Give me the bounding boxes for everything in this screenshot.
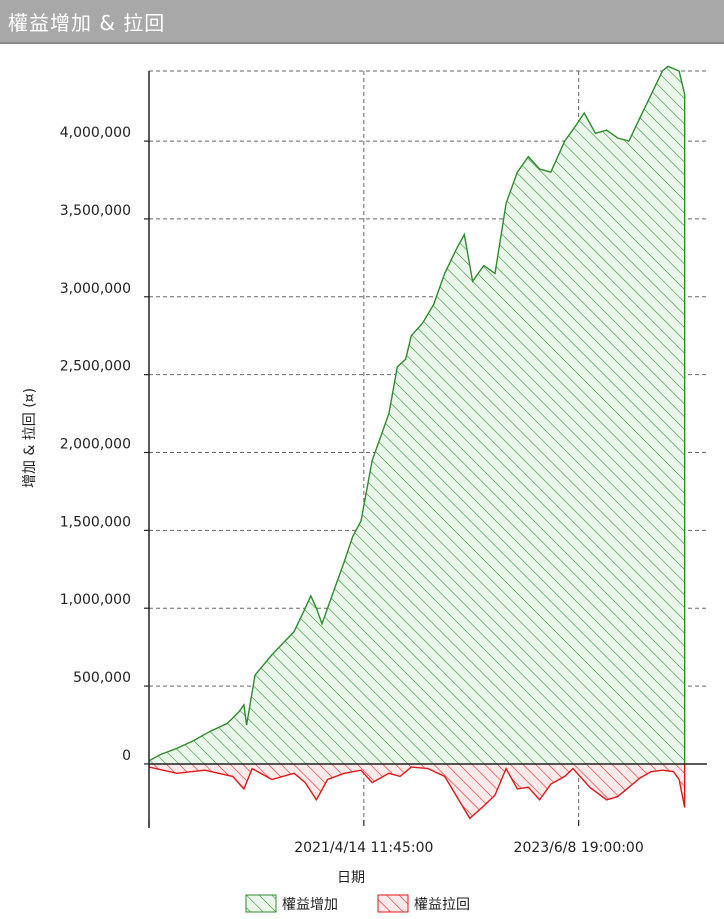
y-tick-label: 2,000,000 xyxy=(60,437,131,453)
legend-label-2: 權益拉回 xyxy=(414,897,470,913)
series-area-2 xyxy=(149,763,685,819)
title-bar: 權益增加 & 拉回 xyxy=(0,0,724,44)
y-tick-label: 1,500,000 xyxy=(60,514,131,530)
y-tick-label: 500,000 xyxy=(73,670,131,686)
legend-label-1: 權益增加 xyxy=(282,897,338,913)
y-tick-labels: 0 500,000 1,000,000 1,500,000 2,000,000 2,500… xyxy=(60,125,149,765)
y-axis-label: 增加 & 拉回 (¤) xyxy=(22,388,38,488)
series-layer xyxy=(148,65,686,820)
series-line-2 xyxy=(148,766,686,820)
x-axis-label: 日期 xyxy=(337,870,365,886)
equity-chart: 0 500,000 1,000,000 1,500,000 2,000,000 2,500… xyxy=(22,65,707,913)
y-tick-label: 3,500,000 xyxy=(60,203,131,219)
series-area-1 xyxy=(149,66,685,764)
legend: 權益增加 權益拉回 xyxy=(245,894,470,913)
x-tick-labels: 2021/4/14 11:45:00 2023/6/8 19:00:00 xyxy=(148,820,644,856)
y-tick-label: 2,500,000 xyxy=(60,359,131,375)
y-tick-label: 4,000,000 xyxy=(60,125,131,141)
series-line-1 xyxy=(148,65,686,762)
y-tick-label: 0 xyxy=(122,748,131,764)
legend-swatch-2 xyxy=(377,894,409,913)
legend-swatch-1 xyxy=(245,894,277,913)
y-tick-label: 1,000,000 xyxy=(60,592,131,608)
x-tick-label: 2023/6/8 19:00:00 xyxy=(514,840,644,856)
window-title: 權益增加 & 拉回 xyxy=(8,11,166,35)
y-tick-label: 3,000,000 xyxy=(60,281,131,297)
x-tick-label: 2021/4/14 11:45:00 xyxy=(294,840,433,856)
